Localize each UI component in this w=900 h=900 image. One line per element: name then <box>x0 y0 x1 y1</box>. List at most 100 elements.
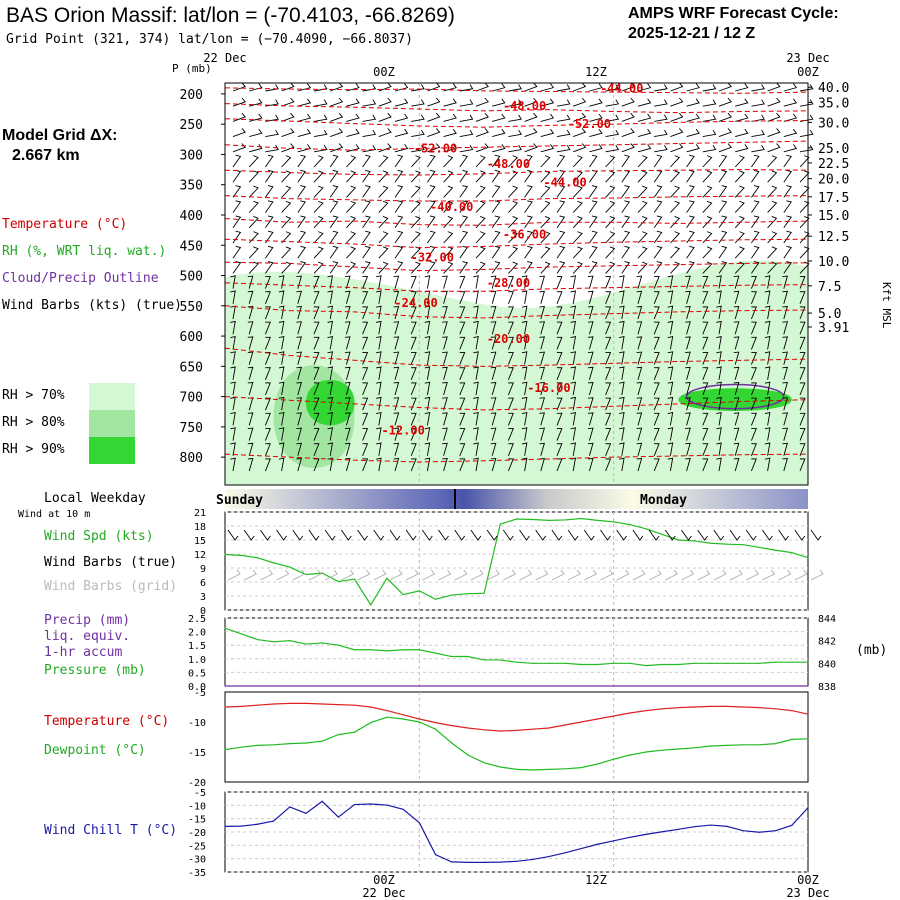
wind-barb <box>281 231 292 244</box>
wind-barb <box>473 457 479 472</box>
wind-barb <box>716 457 722 472</box>
wind-barb <box>313 200 324 213</box>
wind-barb <box>799 367 806 380</box>
true-wind-barb <box>583 529 595 541</box>
wind-barb <box>362 145 377 153</box>
wind-barb <box>702 246 713 259</box>
wind-barb <box>702 443 709 456</box>
grid-wind-barb <box>794 569 808 581</box>
wind-barb <box>556 185 566 198</box>
wind-barb <box>297 98 312 107</box>
weekday-band <box>225 489 808 509</box>
temperature-point <box>224 706 226 708</box>
temperature-contour <box>224 169 809 176</box>
wind-barb <box>751 129 765 138</box>
temperature-point <box>629 754 631 756</box>
wind-barb <box>459 185 469 198</box>
temperature-point <box>483 762 485 764</box>
wind-barb <box>570 412 577 426</box>
wind-barb <box>667 336 674 350</box>
wind-barb <box>767 112 781 122</box>
precip-pressure-ytick-label: 0.5 <box>188 668 206 679</box>
wind-barb <box>572 216 583 229</box>
wind-speed-point <box>224 553 226 556</box>
wind-barb <box>278 336 285 350</box>
wind-barb <box>540 231 551 244</box>
weekday-label: Local Weekday <box>44 491 146 506</box>
precip-pressure-point <box>564 662 566 664</box>
temperature-contour <box>224 347 809 367</box>
pressure-tick-label: 800 <box>180 451 203 466</box>
precip-pressure-point <box>337 685 339 687</box>
wind-barb <box>733 381 740 396</box>
wind-barb <box>473 305 479 320</box>
wind-barb <box>587 381 594 396</box>
wind-barb <box>718 143 732 153</box>
wind-barb <box>362 84 377 92</box>
wind-chill-point <box>596 843 599 845</box>
wind-barb <box>491 185 501 198</box>
wind-barb <box>344 366 351 380</box>
wind-chill-point <box>758 831 761 833</box>
precip-pressure-point <box>661 663 663 666</box>
temperature-point <box>791 710 793 712</box>
wind-barb <box>670 216 681 229</box>
label-pressure: Pressure (mb) <box>44 663 146 678</box>
wind-speed-point <box>694 540 696 542</box>
wind-barb <box>296 381 302 396</box>
wind-barb <box>508 231 519 244</box>
precip-pressure-point <box>629 662 631 664</box>
wind-barb <box>362 306 369 320</box>
wind-barb <box>475 185 486 198</box>
wind-barb <box>556 352 563 365</box>
temperature-point <box>580 721 582 723</box>
wind-barb <box>670 82 684 92</box>
precip-pressure-point <box>370 649 372 651</box>
wind-barb <box>424 381 431 396</box>
wind-barb <box>685 442 691 456</box>
wind-barb <box>442 336 448 350</box>
temperature-point <box>564 768 566 770</box>
wind-barb <box>362 428 369 441</box>
wind-barb <box>362 412 369 426</box>
precip-pressure-point <box>580 663 582 666</box>
wind-barb <box>587 442 594 456</box>
wind-barb <box>799 231 810 244</box>
true-wind-barb <box>227 529 239 541</box>
wind-barb <box>459 443 466 456</box>
wind-barb <box>475 143 489 153</box>
wind-barb <box>424 412 431 426</box>
wind-barb <box>362 261 371 274</box>
pressure-tick-label: 550 <box>180 300 203 315</box>
wind-barb <box>427 128 441 138</box>
wind-barb <box>376 442 382 456</box>
wind-barb <box>716 351 722 365</box>
wind-barb <box>587 412 594 426</box>
wind-barb <box>410 291 417 304</box>
wind-barb <box>411 84 425 92</box>
wind-barb <box>539 366 545 380</box>
wind-barb <box>799 155 810 168</box>
wind-barb <box>587 305 594 320</box>
precip-pressure-ytick-label: 1.5 <box>188 641 206 652</box>
legend-cloud-outline: Cloud/Precip Outline <box>2 271 159 286</box>
wind-barb <box>572 231 583 244</box>
legend-rh80-swatch <box>89 410 135 437</box>
wind-barb <box>521 275 528 289</box>
wind-barb <box>424 305 431 320</box>
wind-chill-point <box>580 847 582 850</box>
top-date-label: 23 Dec <box>786 51 829 65</box>
wind-barb <box>329 169 339 183</box>
wind-barb <box>782 305 788 320</box>
precip-pressure-point <box>386 650 388 652</box>
wind-barb <box>764 412 771 426</box>
wind-barb <box>605 114 620 122</box>
wind-barb <box>459 84 474 92</box>
wind-barb <box>297 245 307 259</box>
wind-barb <box>767 155 778 168</box>
precip-pressure-point <box>629 685 631 687</box>
wind-barb <box>539 275 545 289</box>
wind-barb <box>619 305 625 320</box>
temperature-contour-label: -52.00 <box>414 141 457 155</box>
wind-barb <box>265 261 274 274</box>
